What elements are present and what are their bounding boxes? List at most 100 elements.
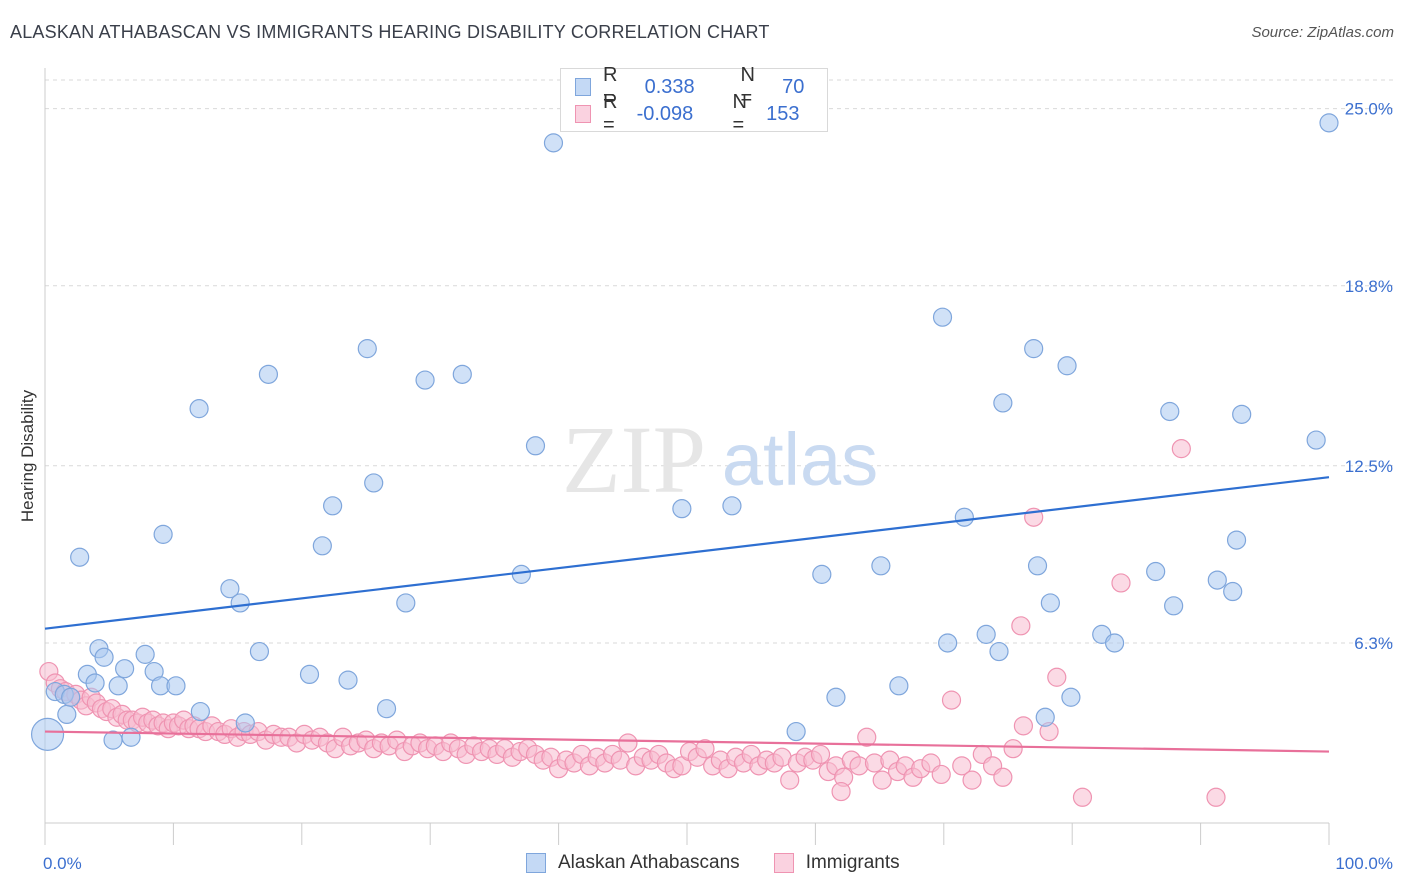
immigrants-point [1111, 573, 1131, 593]
athabascan-point [30, 717, 65, 752]
athabascan-point [1146, 561, 1166, 582]
athabascan-point [230, 593, 250, 613]
immigrants-point [993, 767, 1013, 787]
legend-label-athabascans: Alaskan Athabascans [558, 852, 740, 873]
stats-legend: R = 0.338 N = 70 R = -0.098 N = 153 [560, 64, 828, 136]
athabascan-point [812, 564, 832, 584]
immigrants-point [952, 756, 972, 776]
immigrants-point [872, 770, 892, 790]
y-tick-label: 25.0% [1345, 100, 1393, 119]
athabascan-point [1027, 556, 1048, 576]
chart-title: ALASKAN ATHABASCAN VS IMMIGRANTS HEARING… [10, 22, 770, 42]
athabascan-point [108, 676, 128, 696]
legend-r-value: 0.338 [644, 75, 695, 98]
immigrants-point [962, 770, 982, 790]
athabascan-point [993, 393, 1013, 413]
athabascan-point [189, 399, 209, 419]
legend-item-athabascans: Alaskan Athabascans [526, 852, 740, 874]
athabascan-point [220, 579, 240, 599]
athabascan-point [1232, 404, 1252, 424]
athabascan-point [376, 699, 397, 719]
source-label: Source: ZipAtlas.com [1251, 24, 1394, 41]
athabascan-point [299, 664, 320, 685]
athabascan-point [1306, 430, 1326, 450]
athabascan-point [1040, 593, 1060, 613]
athabascan-point [1061, 687, 1081, 707]
athabascan-point [826, 687, 846, 707]
athabascan-point [525, 436, 546, 456]
athabascan-point [1057, 356, 1077, 376]
immigrants-point [1206, 787, 1226, 807]
legend-n-label: N = [740, 64, 755, 109]
legend-item-immigrants: Immigrants [773, 852, 900, 874]
athabascan-point [135, 644, 155, 664]
athabascan-point [543, 133, 564, 153]
grid-lines [45, 79, 1394, 644]
legend-row-athabascans: R = 0.338 N = 70 [575, 64, 852, 109]
athabascan-point [889, 676, 909, 696]
immigrants-point [780, 770, 800, 790]
athabascan-point [511, 564, 531, 584]
athabascan-point [786, 721, 806, 742]
legend-n-value: 70 [782, 75, 805, 98]
athabascan-point [103, 730, 123, 750]
athabascan-point [1207, 570, 1227, 590]
athabascan-point [166, 676, 186, 696]
athabascan-point [258, 364, 279, 384]
athabascan-points [30, 104, 1339, 752]
athabascan-point [121, 727, 141, 747]
athabascan-point [415, 370, 435, 390]
athabascan-point [1226, 530, 1247, 550]
immigrants-point [1011, 616, 1031, 636]
watermark-zip: ZIP [562, 406, 706, 513]
athabascan-point [357, 339, 377, 359]
immigrants-point [810, 744, 831, 765]
y-tick-label: 6.3% [1354, 634, 1393, 653]
athabascan-point [115, 659, 135, 679]
immigrants-trend-line [44, 730, 1330, 753]
legend-swatch-immigrants [773, 853, 794, 873]
immigrants-point [1047, 667, 1067, 687]
legend-swatch-pink [575, 105, 591, 123]
legend-r-label: R = [602, 91, 618, 136]
athabascan-point [672, 499, 692, 519]
y-tick-label: 12.5% [1345, 457, 1393, 476]
immigrants-point [857, 727, 877, 747]
x-tick-label: 0.0% [43, 854, 82, 873]
athabascan-point [70, 547, 90, 567]
legend-r-label: R = [602, 64, 618, 109]
immigrants-point [1171, 439, 1191, 459]
athabascan-point [452, 364, 472, 384]
watermark-atlas: atlas [722, 418, 878, 501]
athabascan-point [722, 496, 742, 516]
athabascan-point [85, 673, 105, 693]
y-axis-label: Hearing Disability [18, 389, 37, 522]
series-legend: Alaskan Athabascans Immigrants [526, 852, 934, 874]
athabascan-trend-line [44, 476, 1330, 630]
athabascan-point [871, 556, 891, 576]
athabascan-point [153, 524, 173, 544]
legend-r-value: -0.098 [636, 102, 694, 125]
watermark: ZIP atlas [562, 406, 878, 513]
athabascan-point [249, 641, 270, 662]
athabascan-point [1164, 596, 1184, 616]
athabascan-point [1223, 581, 1243, 602]
athabascan-point [338, 670, 358, 690]
immigrants-point [695, 739, 715, 759]
athabascan-point [61, 687, 81, 707]
x-tick-label: 100.0% [1335, 854, 1393, 873]
athabascan-point [989, 641, 1009, 662]
athabascan-point [190, 701, 210, 722]
athabascan-point [396, 593, 416, 613]
legend-swatch-blue [575, 78, 591, 96]
athabascan-point [235, 713, 255, 733]
immigrants-point [1003, 739, 1023, 759]
athabascan-point [1024, 339, 1044, 359]
legend-n-value: 153 [766, 102, 800, 125]
immigrants-point [931, 764, 951, 785]
athabascan-point [1160, 401, 1180, 422]
athabascan-point [1035, 707, 1055, 727]
immigrants-point [1013, 716, 1034, 736]
immigrants-point [941, 690, 962, 710]
